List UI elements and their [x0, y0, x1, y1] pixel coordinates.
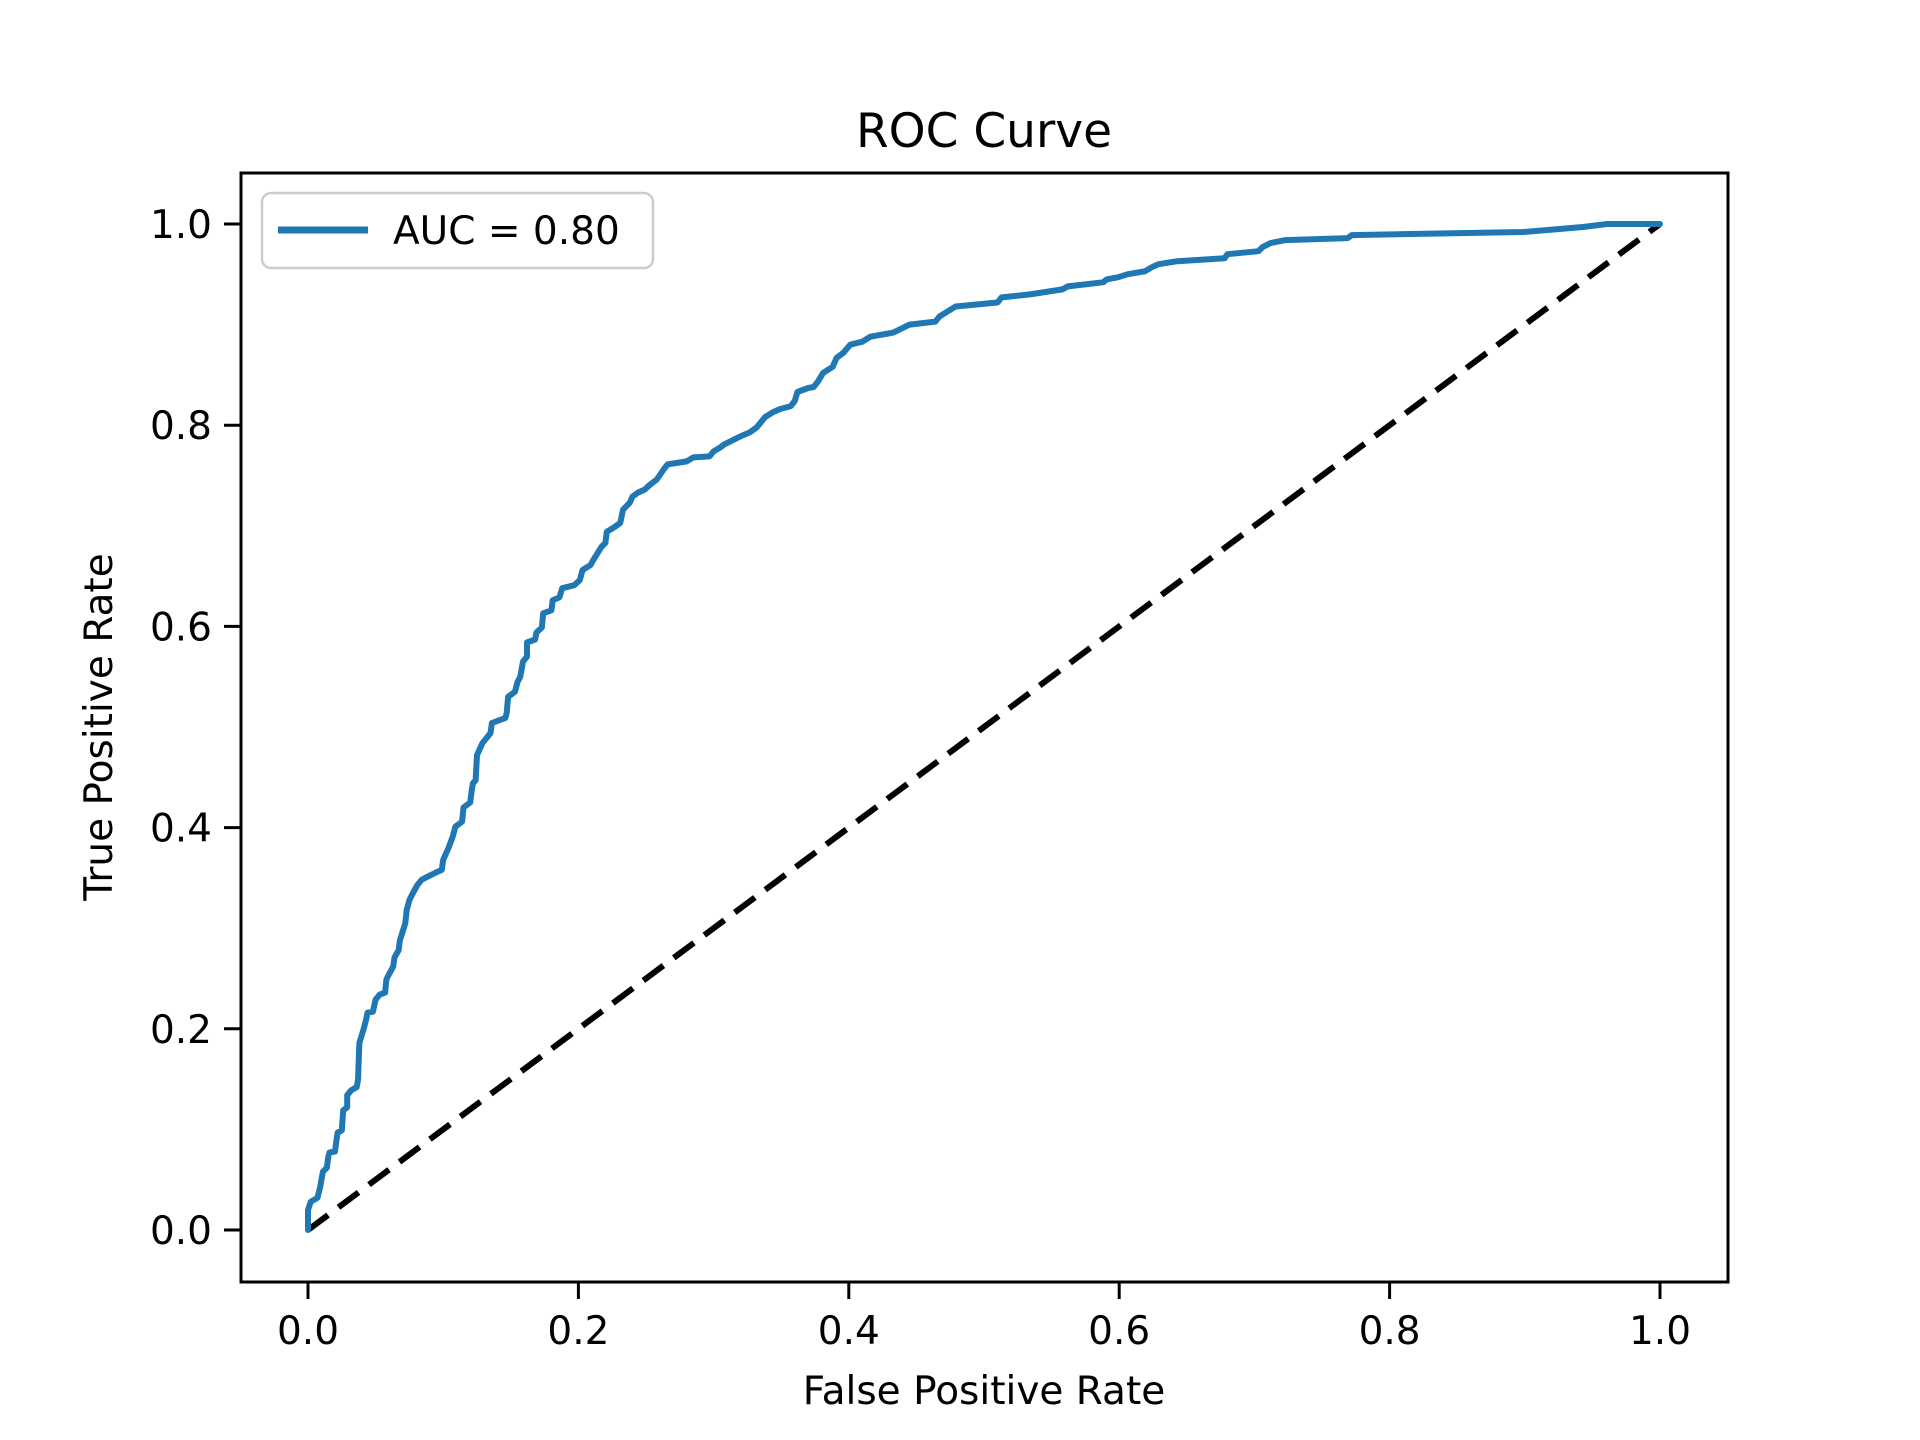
y-tick-label: 1.0 — [150, 203, 212, 248]
chance-diagonal-line — [306, 221, 1662, 1233]
x-tick-label: 0.0 — [277, 1309, 339, 1354]
y-axis-label: True Positive Rate — [77, 553, 122, 901]
legend-box — [260, 191, 655, 270]
y-tick-label: 0.8 — [150, 404, 212, 449]
x-axis-label: False Positive Rate — [803, 1369, 1165, 1414]
x-axis-ticks: 0.0 0.2 0.4 0.6 0.8 1.0 — [277, 1282, 1691, 1354]
x-tick-label: 0.4 — [818, 1309, 880, 1354]
x-tick-label: 0.2 — [547, 1309, 609, 1354]
y-tick-label: 0.0 — [150, 1209, 212, 1254]
roc-curve-line — [305, 221, 1663, 1233]
legend: AUC = 0.80 — [260, 191, 655, 270]
y-axis-ticks: 0.0 0.2 0.4 0.6 0.8 1.0 — [150, 203, 241, 1254]
y-tick-label: 0.4 — [150, 807, 212, 852]
legend-label: AUC = 0.80 — [393, 209, 620, 254]
y-tick-label: 0.2 — [150, 1008, 212, 1053]
x-tick-label: 1.0 — [1629, 1309, 1691, 1354]
chart-title: ROC Curve — [856, 104, 1112, 159]
y-tick-label: 0.6 — [150, 605, 212, 650]
x-tick-label: 0.8 — [1359, 1309, 1421, 1354]
x-tick-label: 0.6 — [1088, 1309, 1150, 1354]
